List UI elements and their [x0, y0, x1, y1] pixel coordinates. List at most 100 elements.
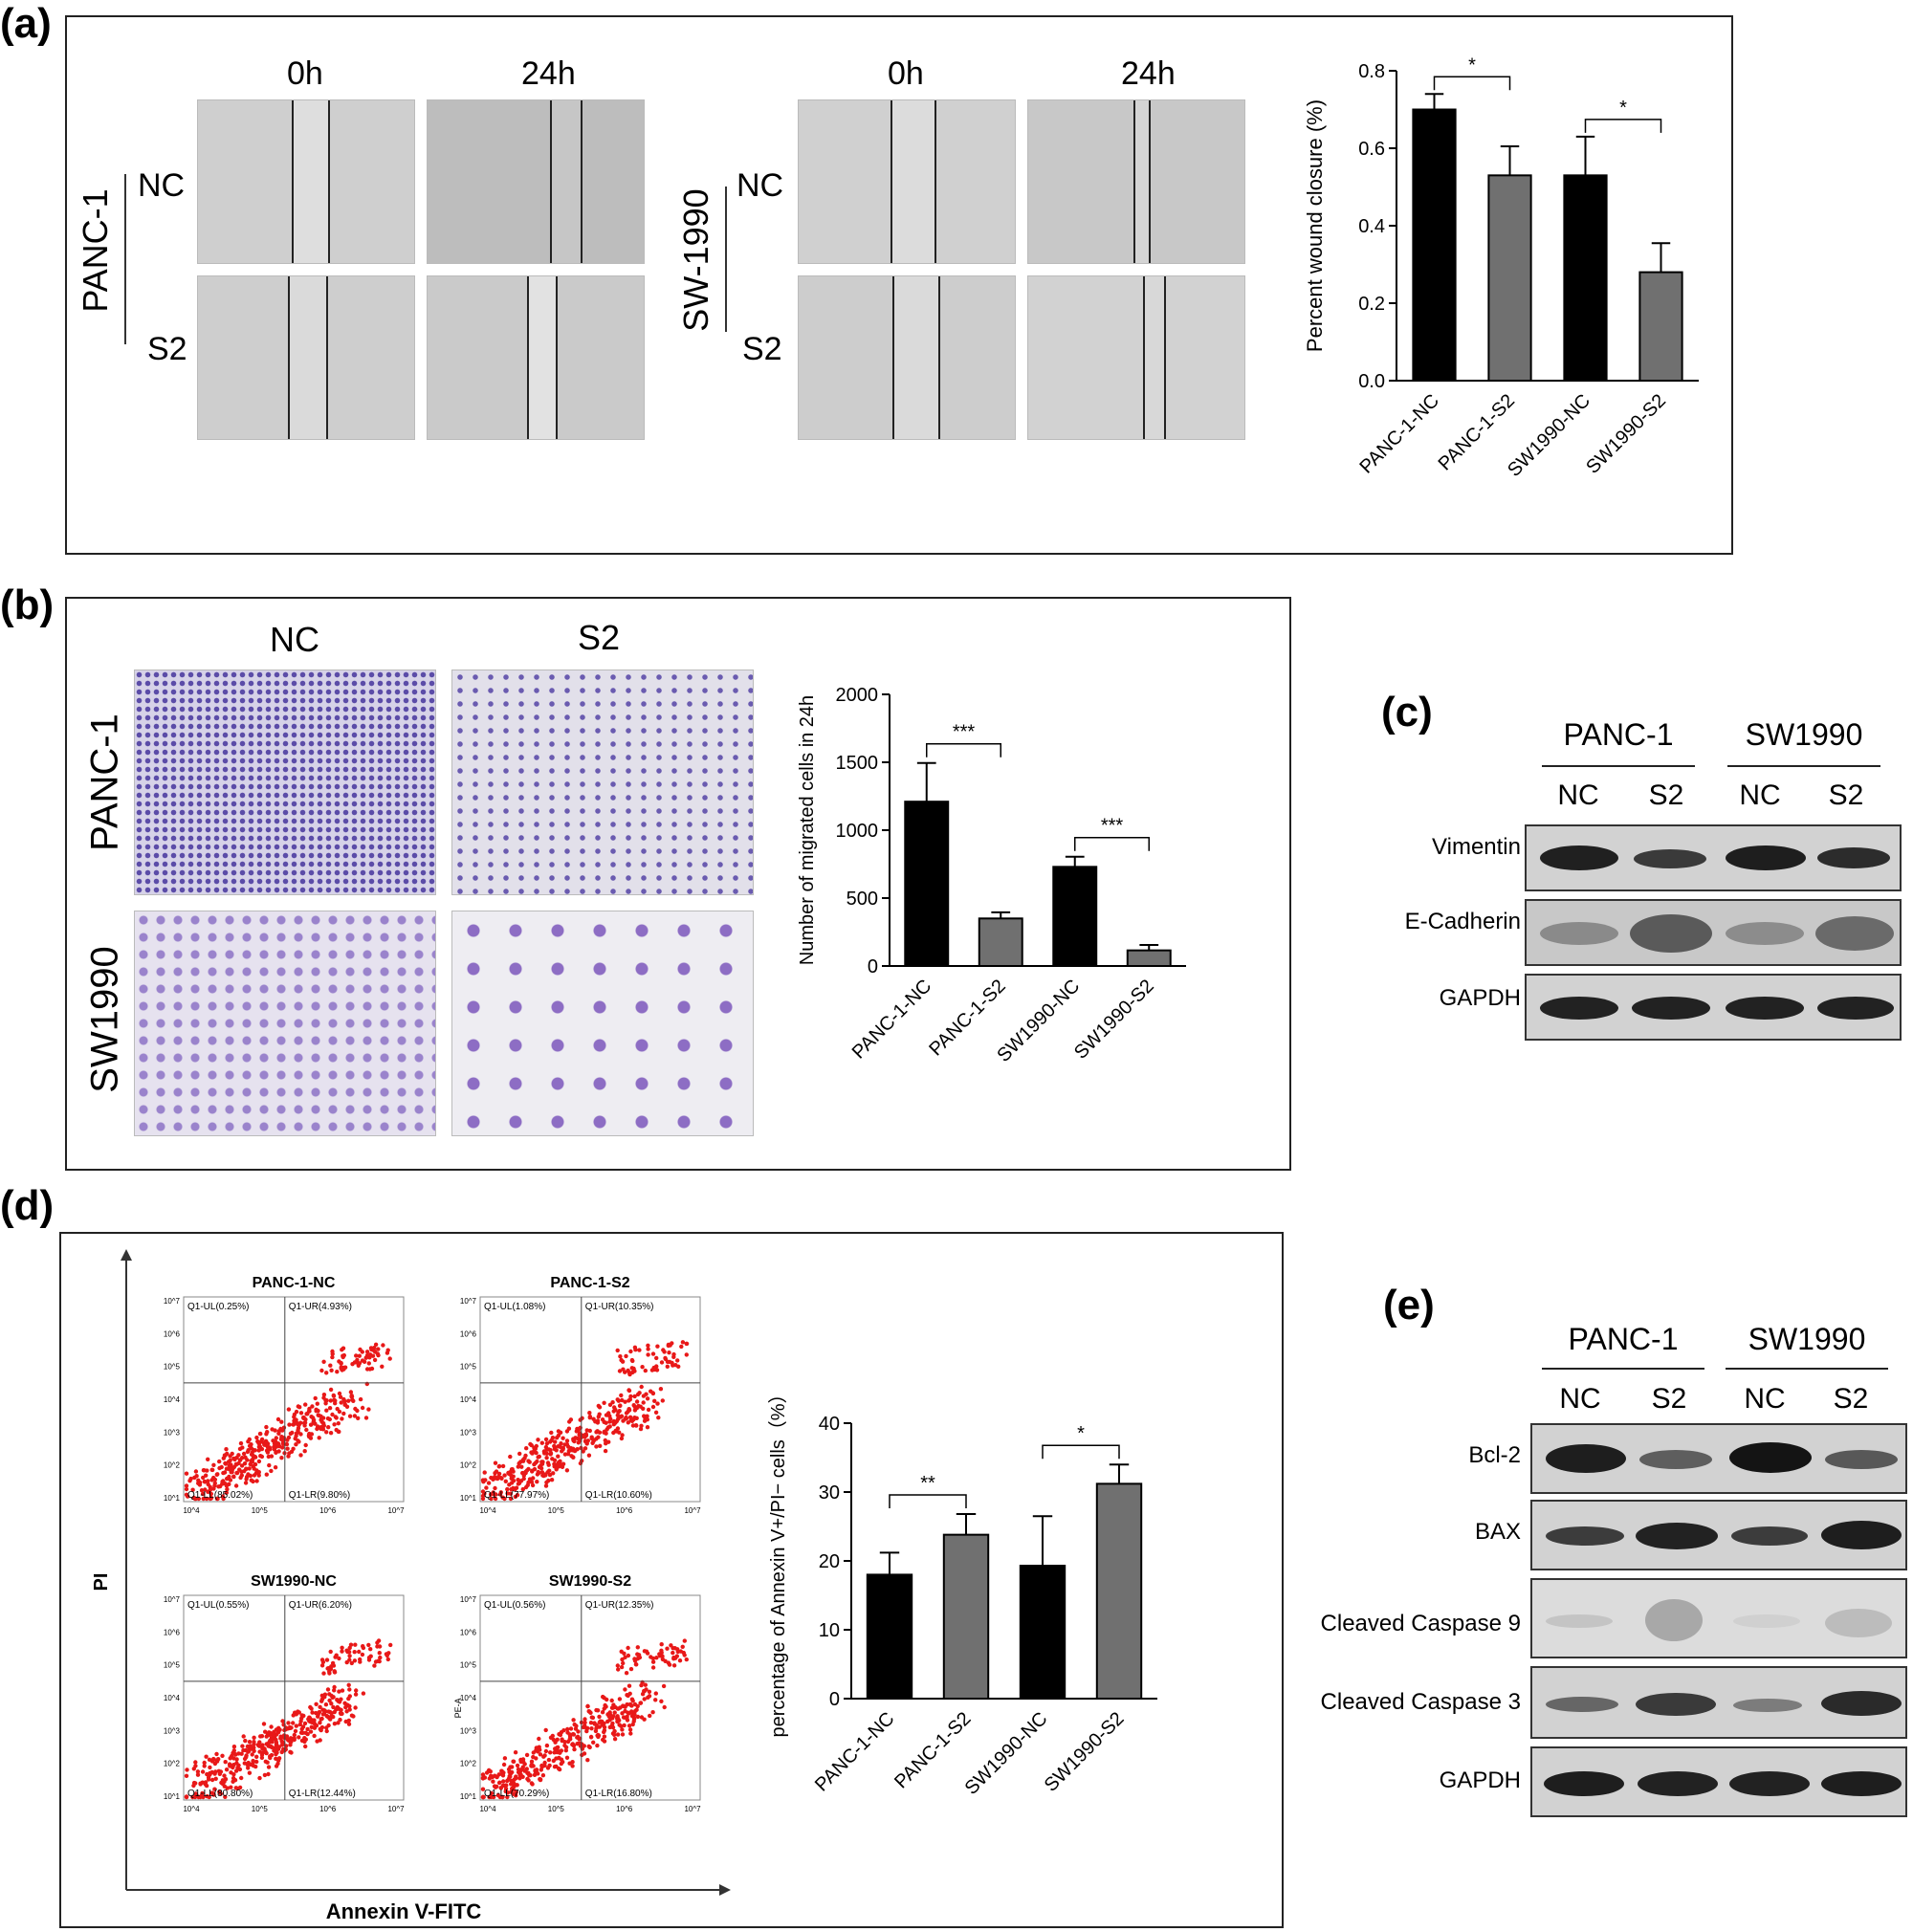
- scatter-dot: [344, 1404, 350, 1409]
- flow-y-tick: 10^1: [164, 1494, 181, 1503]
- scatter-dot: [360, 1405, 365, 1411]
- quadrant-ul: Q1-UL(1.08%): [484, 1302, 545, 1312]
- scatter-dot: [206, 1482, 210, 1487]
- scatter-dot: [630, 1722, 635, 1727]
- scatter-dot: [354, 1688, 359, 1693]
- scatter-dot: [324, 1725, 329, 1730]
- e-group-sw1990: SW1990: [1748, 1322, 1866, 1356]
- scatter-dot: [346, 1722, 352, 1726]
- scatter-dot: [635, 1645, 640, 1650]
- scatter-dot: [340, 1368, 344, 1372]
- scatter-dot: [375, 1640, 380, 1645]
- scatter-dot: [554, 1448, 559, 1453]
- scatter-dot: [615, 1426, 621, 1431]
- b-col-s2: S2: [578, 618, 621, 657]
- scatter-dot: [350, 1397, 355, 1402]
- scatter-dot: [215, 1496, 220, 1502]
- e-blot-caspase9: [1530, 1578, 1907, 1658]
- scatter-dot: [496, 1471, 502, 1477]
- scatter-dot: [298, 1411, 304, 1416]
- scatter-dot: [661, 1348, 666, 1352]
- scatter-dot: [291, 1422, 297, 1427]
- scatter-dot: [605, 1712, 610, 1717]
- scatter-dot: [623, 1370, 627, 1374]
- scatter-dot: [654, 1656, 659, 1660]
- scatter-dot: [319, 1699, 324, 1703]
- scatter-dot: [242, 1461, 248, 1466]
- scatter-dot: [621, 1660, 626, 1666]
- scatter-dot: [637, 1348, 642, 1352]
- scatter-dot: [286, 1407, 292, 1412]
- scatter-dot: [275, 1761, 280, 1767]
- y-tick-label: 1500: [836, 753, 879, 774]
- scatter-dot: [595, 1733, 600, 1738]
- scatter-dot: [647, 1694, 652, 1699]
- quadrant-ur: Q1-UR(12.35%): [585, 1600, 654, 1611]
- scatter-dot: [231, 1763, 236, 1767]
- scatter-dot: [291, 1446, 296, 1451]
- scatter-dot: [259, 1437, 265, 1442]
- scatter-dot: [658, 1654, 663, 1658]
- scatter-dot: [585, 1758, 590, 1763]
- scatter-dot: [317, 1413, 321, 1418]
- scatter-dot: [503, 1479, 508, 1483]
- scatter-dot: [662, 1704, 667, 1710]
- scatter-dot: [267, 1462, 272, 1468]
- a-row-nc-1: NC: [138, 167, 186, 204]
- scatter-dot: [242, 1756, 248, 1762]
- scatter-dot: [247, 1437, 252, 1442]
- scatter-dot: [368, 1647, 373, 1652]
- scatter-dot: [546, 1757, 552, 1763]
- scatter-dot: [637, 1655, 643, 1660]
- scatter-dot: [317, 1436, 321, 1440]
- scatter-dot: [230, 1467, 235, 1472]
- scatter-dot: [221, 1479, 226, 1483]
- scatter-dot: [620, 1732, 626, 1737]
- scatter-dot: [639, 1423, 644, 1428]
- flow-y-tick: 10^3: [164, 1428, 181, 1437]
- scatter-dot: [629, 1366, 634, 1371]
- transwell-image-sw1990-nc: [134, 911, 436, 1136]
- quadrant-lr: Q1-LR(10.60%): [585, 1490, 652, 1501]
- scatter-dot: [271, 1736, 275, 1742]
- scatter-dot: [358, 1396, 363, 1402]
- scatter-dot: [525, 1482, 530, 1487]
- band: [1729, 1771, 1810, 1796]
- scatter-dot: [539, 1460, 544, 1464]
- a-time-0h-1: 0h: [287, 55, 323, 92]
- scatter-dot: [491, 1779, 495, 1784]
- scatter-dot: [627, 1388, 631, 1393]
- scatter-dot: [340, 1416, 344, 1421]
- scatter-dot: [598, 1443, 603, 1448]
- flow-y-tick: 10^2: [460, 1760, 477, 1768]
- scatter-dot: [303, 1416, 308, 1422]
- a-cellline-panc1: PANC-1: [76, 188, 115, 313]
- scatter-dot: [335, 1370, 340, 1374]
- scatter-dot: [602, 1734, 607, 1739]
- scatter-dot: [679, 1344, 684, 1350]
- scatter-dot: [633, 1348, 638, 1352]
- scatter-dot: [285, 1446, 290, 1451]
- scatter-dot: [344, 1709, 349, 1714]
- scatter-dot: [508, 1491, 513, 1496]
- scatter-dot: [609, 1698, 614, 1703]
- scatter-dot: [535, 1480, 539, 1484]
- scatter-dot: [649, 1368, 655, 1372]
- scatter-dot: [339, 1400, 343, 1405]
- scatter-dot: [312, 1722, 318, 1726]
- scatter-dot: [280, 1428, 285, 1433]
- scatter-dot: [332, 1684, 337, 1690]
- scatter-dot: [214, 1472, 219, 1477]
- scatter-dot: [559, 1730, 564, 1735]
- c-blot-gapdh: [1525, 974, 1902, 1041]
- scatter-dot: [583, 1433, 587, 1438]
- scatter-dot: [357, 1649, 362, 1655]
- scatter-dot: [321, 1671, 326, 1676]
- scatter-dot: [362, 1359, 367, 1364]
- scatter-dot: [318, 1721, 322, 1725]
- scatter-dot: [325, 1687, 331, 1692]
- scatter-dot: [604, 1441, 608, 1446]
- scatter-dot: [223, 1760, 228, 1765]
- scatter-dot: [635, 1714, 641, 1720]
- scatter-dot: [631, 1403, 636, 1408]
